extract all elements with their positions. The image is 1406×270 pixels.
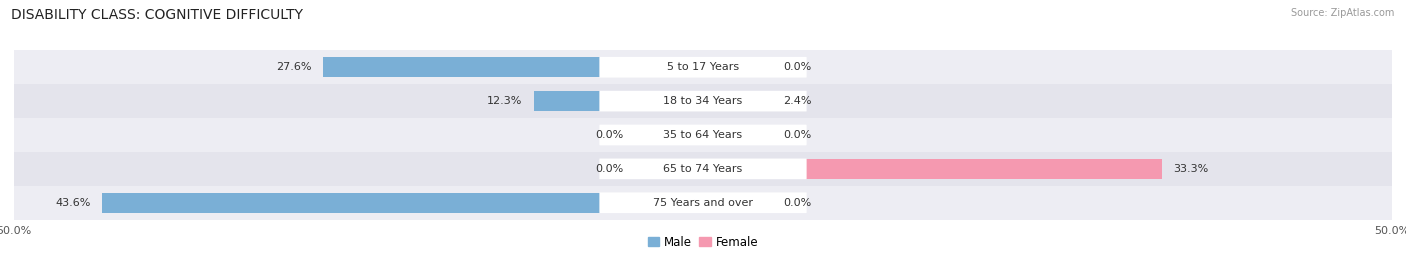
Bar (14, 152, 1392, 186)
Bar (14, 118, 1392, 152)
Bar (533, 91, 703, 111)
Bar (14, 50, 1392, 84)
Text: DISABILITY CLASS: COGNITIVE DIFFICULTY: DISABILITY CLASS: COGNITIVE DIFFICULTY (11, 8, 304, 22)
Bar (703, 193, 772, 213)
Bar (703, 91, 772, 111)
Text: 0.0%: 0.0% (783, 130, 811, 140)
Bar (703, 159, 1161, 179)
Text: 2.4%: 2.4% (783, 96, 811, 106)
Text: 0.0%: 0.0% (783, 198, 811, 208)
FancyBboxPatch shape (599, 158, 807, 179)
Text: 27.6%: 27.6% (276, 62, 312, 72)
Text: 0.0%: 0.0% (595, 130, 623, 140)
Text: 12.3%: 12.3% (486, 96, 523, 106)
Bar (703, 57, 772, 77)
Text: 35 to 64 Years: 35 to 64 Years (664, 130, 742, 140)
Text: 5 to 17 Years: 5 to 17 Years (666, 62, 740, 72)
Bar (323, 57, 703, 77)
Bar (634, 159, 703, 179)
Bar (634, 125, 703, 145)
Text: 43.6%: 43.6% (56, 198, 91, 208)
Text: 65 to 74 Years: 65 to 74 Years (664, 164, 742, 174)
FancyBboxPatch shape (599, 91, 807, 112)
Bar (14, 186, 1392, 220)
Bar (14, 84, 1392, 118)
Text: 0.0%: 0.0% (595, 164, 623, 174)
Bar (103, 193, 703, 213)
Legend: Male, Female: Male, Female (643, 231, 763, 254)
Text: 33.3%: 33.3% (1173, 164, 1208, 174)
Bar (703, 125, 772, 145)
FancyBboxPatch shape (599, 193, 807, 213)
Text: Source: ZipAtlas.com: Source: ZipAtlas.com (1291, 8, 1395, 18)
FancyBboxPatch shape (599, 57, 807, 77)
Text: 75 Years and over: 75 Years and over (652, 198, 754, 208)
Text: 0.0%: 0.0% (783, 62, 811, 72)
Text: 18 to 34 Years: 18 to 34 Years (664, 96, 742, 106)
FancyBboxPatch shape (599, 125, 807, 145)
